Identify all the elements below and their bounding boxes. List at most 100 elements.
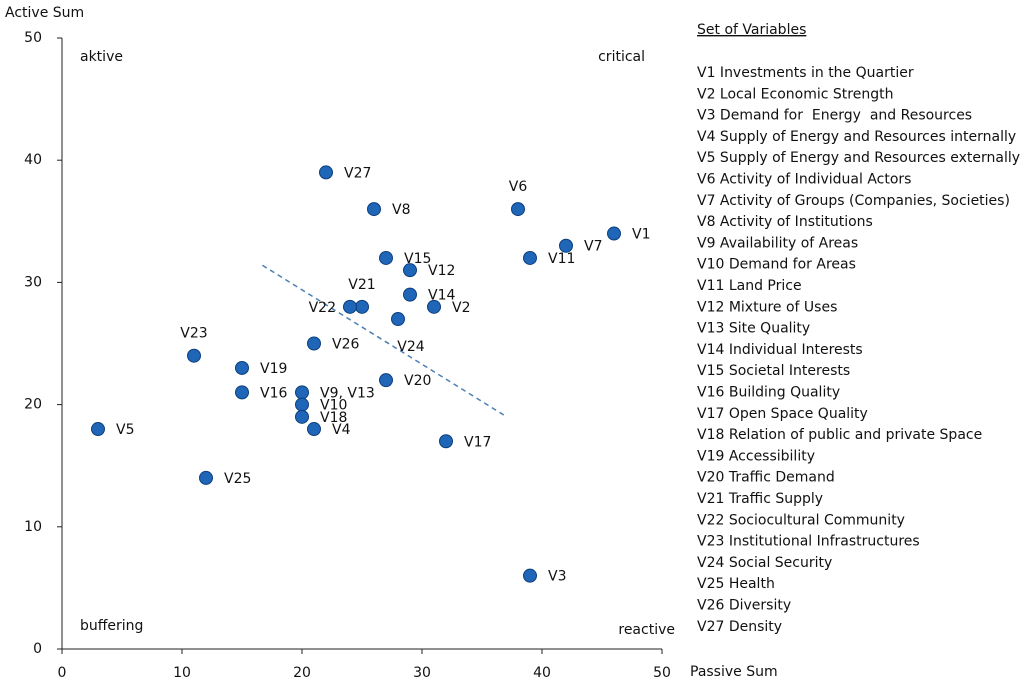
legend-title: Set of Variables: [697, 22, 806, 38]
point: [523, 568, 537, 583]
point-label: V11: [548, 251, 575, 267]
point-label: V15: [404, 251, 431, 267]
trend-line: [262, 264, 506, 417]
point: [319, 165, 333, 180]
point-label: V25: [224, 471, 251, 487]
point: [235, 360, 249, 375]
point: [295, 397, 309, 412]
point: [187, 348, 201, 363]
legend-item: V9 Availability of Areas: [697, 235, 858, 251]
quadrant-label: reactive: [618, 622, 675, 638]
legend-item: V16 Building Quality: [697, 385, 840, 401]
legend-item: V21 Traffic Supply: [697, 491, 823, 507]
point: [511, 202, 525, 217]
legend-item: V17 Open Space Quality: [697, 406, 868, 422]
point-label: V3: [548, 569, 566, 585]
y-tick-label: 10: [24, 519, 42, 535]
point-label: V7: [584, 239, 602, 255]
point-label: V16: [260, 385, 287, 401]
legend-item: V7 Activity of Groups (Companies, Societ…: [697, 193, 1010, 209]
point: [295, 385, 309, 400]
legend-item: V23 Institutional Infrastructures: [697, 534, 920, 550]
legend-item: V4 Supply of Energy and Resources intern…: [697, 129, 1016, 145]
point-label: V5: [116, 422, 134, 438]
point-label: V27: [344, 165, 371, 181]
point-label: V26: [332, 337, 359, 353]
point: [91, 422, 105, 437]
point: [307, 422, 321, 437]
legend-item: V11 Land Price: [697, 278, 802, 294]
y-tick-label: 0: [33, 641, 42, 657]
point-label: V12: [428, 263, 455, 279]
point-label: V6: [509, 179, 528, 195]
legend-item: V18 Relation of public and private Space: [697, 427, 982, 443]
x-tick-label: 20: [293, 665, 311, 681]
legend-item: V22 Sociocultural Community: [697, 512, 905, 528]
legend-item: V3 Demand for Energy and Resources: [697, 108, 972, 124]
point-label: V2: [452, 300, 470, 316]
legend-item: V14 Individual Interests: [697, 342, 863, 358]
point: [295, 409, 309, 424]
x-tick-label: 0: [58, 665, 67, 681]
point: [403, 263, 417, 278]
point-label: V14: [428, 288, 455, 304]
point-label: V20: [404, 373, 431, 389]
point-label: V17: [464, 434, 491, 450]
x-tick-label: 50: [653, 665, 671, 681]
legend-item: V2 Local Economic Strength: [697, 86, 893, 102]
x-tick-label: 30: [413, 665, 431, 681]
y-tick-label: 40: [24, 152, 42, 168]
point-label: V9, V13: [320, 385, 375, 401]
quadrant-label: buffering: [80, 618, 143, 634]
point: [367, 202, 381, 217]
y-axis-label: Active Sum: [5, 5, 84, 21]
legend-item: V24 Social Security: [697, 555, 832, 571]
legend-item: V6 Activity of Individual Actors: [697, 172, 911, 188]
point-label: V10: [320, 398, 347, 414]
legend-item: V19 Accessibility: [697, 448, 815, 464]
point: [379, 250, 393, 265]
point: [607, 226, 621, 241]
legend-item: V13 Site Quality: [697, 321, 810, 337]
point-label: V24: [397, 339, 424, 355]
legend-item: V26 Diversity: [697, 598, 791, 614]
legend-item: V27 Density: [697, 619, 782, 635]
point-label: V19: [260, 361, 287, 377]
y-tick-label: 20: [24, 397, 42, 413]
quadrant-label: aktive: [80, 49, 123, 65]
legend-item: V15 Societal Interests: [697, 363, 850, 379]
point-label: V1: [632, 227, 650, 243]
y-tick-label: 30: [24, 274, 42, 290]
point: [343, 299, 357, 314]
point-label: V18: [320, 410, 347, 426]
point-label: V8: [392, 202, 410, 218]
point: [235, 385, 249, 400]
legend-item: V1 Investments in the Quartier: [697, 65, 914, 81]
point: [391, 312, 405, 327]
point: [559, 238, 573, 253]
legend-item: V25 Health: [697, 576, 775, 592]
legend-item: V5 Supply of Energy and Resources extern…: [697, 150, 1020, 166]
legend-item: V12 Mixture of Uses: [697, 299, 837, 315]
y-tick-label: 50: [24, 30, 42, 46]
point-label: V22: [309, 300, 336, 316]
point: [523, 250, 537, 265]
point: [355, 299, 369, 314]
x-tick-label: 40: [533, 665, 551, 681]
point: [199, 470, 213, 485]
x-tick-label: 10: [173, 665, 191, 681]
point: [439, 434, 453, 449]
point: [403, 287, 417, 302]
point: [307, 336, 321, 351]
x-axis-label: Passive Sum: [690, 664, 778, 680]
legend-item: V10 Demand for Areas: [697, 257, 856, 273]
legend-item: V8 Activity of Institutions: [697, 214, 873, 230]
point: [427, 299, 441, 314]
quadrant-label: critical: [598, 49, 645, 65]
point: [379, 373, 393, 388]
point-label: V4: [332, 422, 351, 438]
point-label: V21: [348, 277, 375, 293]
point-label: V23: [180, 326, 207, 342]
legend-item: V20 Traffic Demand: [697, 470, 835, 486]
